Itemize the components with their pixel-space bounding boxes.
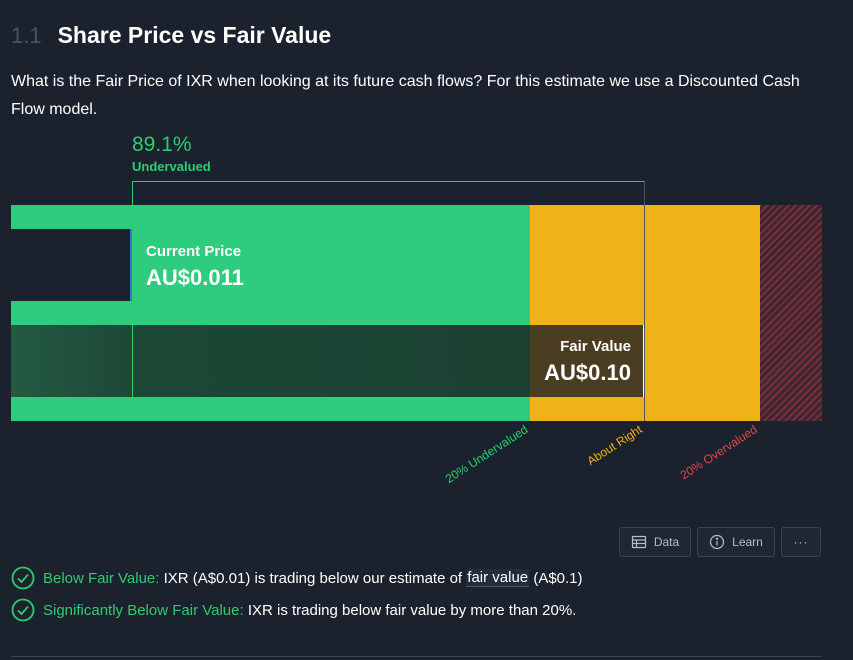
more-options-button[interactable]: ··· bbox=[781, 527, 821, 557]
data-button-label: Data bbox=[653, 535, 680, 549]
check-title: Below Fair Value: bbox=[43, 569, 160, 587]
check-circle-icon bbox=[11, 566, 35, 590]
axis-label-overvalued: 20% Overvalued bbox=[677, 422, 760, 483]
learn-button-label: Learn bbox=[732, 535, 763, 549]
undervalued-percent: 89.1% bbox=[132, 133, 192, 156]
table-icon bbox=[631, 534, 647, 550]
undervalued-label: Undervalued bbox=[132, 159, 211, 174]
check-below-fair-value: Below Fair Value: IXR (A$0.01) is tradin… bbox=[11, 566, 583, 590]
chart-toolbar: Data Learn ··· bbox=[619, 527, 821, 557]
check-text: IXR is trading below fair value by more … bbox=[247, 601, 577, 619]
axis-label-about-right: About Right bbox=[584, 422, 645, 469]
data-button[interactable]: Data bbox=[619, 527, 691, 557]
fair-value-marker bbox=[530, 325, 645, 397]
axis-label-undervalued: 20% Undervalued bbox=[442, 422, 530, 486]
more-options-label: ··· bbox=[793, 535, 809, 549]
section-header: 1.1 Share Price vs Fair Value bbox=[11, 22, 331, 49]
check-text-pre: IXR (A$0.01) is trading below our estima… bbox=[163, 569, 463, 587]
fair-value-link[interactable]: fair value bbox=[466, 569, 530, 587]
section-description: What is the Fair Price of IXR when looki… bbox=[11, 73, 800, 118]
section-number: 1.1 bbox=[11, 23, 42, 48]
divider bbox=[11, 656, 822, 657]
learn-button[interactable]: Learn bbox=[697, 527, 775, 557]
check-circle-icon bbox=[11, 598, 35, 622]
fair-value-label: Fair Value bbox=[560, 338, 631, 355]
section-title: Share Price vs Fair Value bbox=[57, 22, 332, 48]
info-circle-icon bbox=[709, 534, 725, 550]
current-price-label: Current Price bbox=[146, 243, 242, 260]
fair-value-value: AU$0.10 bbox=[544, 360, 631, 385]
check-title: Significantly Below Fair Value: bbox=[43, 601, 244, 619]
check-significantly-below: Significantly Below Fair Value: IXR is t… bbox=[11, 598, 576, 622]
check-text-post: (A$0.1) bbox=[533, 569, 583, 587]
current-price-marker bbox=[11, 229, 132, 301]
overvalued-zone bbox=[760, 205, 822, 421]
current-price-value: AU$0.011 bbox=[146, 265, 244, 290]
